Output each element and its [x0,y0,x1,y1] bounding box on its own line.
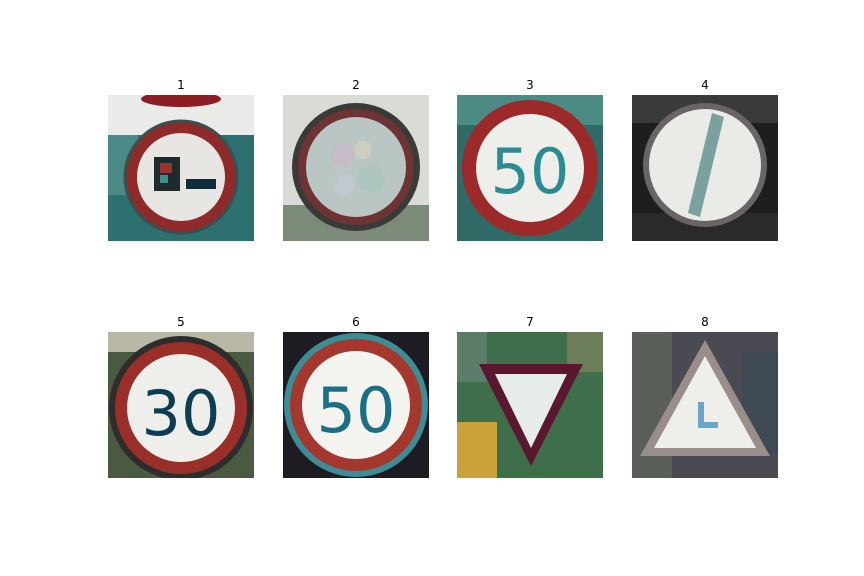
panel-title-1: 1 [177,78,185,92]
sign-digits-6: 50 [317,374,396,447]
panel-title-6: 6 [352,315,360,329]
panel-title-2: 2 [352,78,360,92]
panel-title-3: 3 [526,78,534,92]
sign-digits-5: 30 [142,377,221,450]
panel-title-8: 8 [701,315,709,329]
sign-image-6: 50 [283,332,429,478]
panel-title-4: 4 [701,78,709,92]
sign-image-8 [632,332,778,478]
sign-image-1 [108,95,254,241]
sign-image-3: 50 [457,95,603,241]
sign-image-5: 30 [108,332,254,478]
sign-image-7 [457,332,603,478]
panel-title-7: 7 [526,315,534,329]
sign-image-4 [632,95,778,241]
sign-image-2 [283,95,429,241]
sign-digits-3: 50 [491,135,570,208]
panel-title-5: 5 [177,315,185,329]
